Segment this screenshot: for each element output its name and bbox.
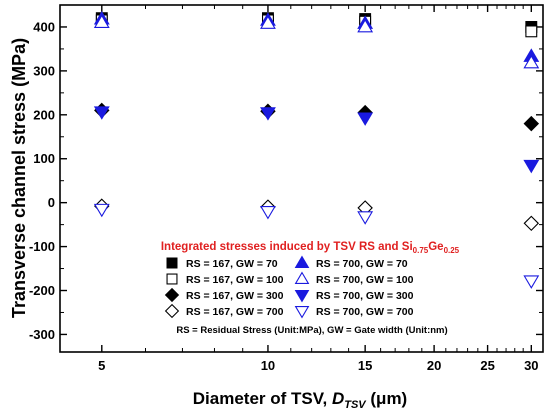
legend-marker-1 <box>166 257 178 269</box>
y-tick-label: 300 <box>33 63 55 78</box>
legend-label-5: RS = 700, GW = 70 <box>316 258 408 270</box>
data-point-series-7 <box>93 106 110 120</box>
y-tick-label: 200 <box>33 107 55 122</box>
data-point-series-7 <box>357 112 374 126</box>
legend-marker-4 <box>164 303 180 319</box>
legend-marker-2 <box>166 273 178 285</box>
data-point-series-6 <box>357 18 374 33</box>
data-point-series-8 <box>523 275 540 289</box>
x-tick-label: 30 <box>524 358 538 373</box>
y-tick-label: -100 <box>29 239 55 254</box>
legend-marker-8 <box>294 305 310 319</box>
legend-label-7: RS = 700, GW = 300 <box>316 290 414 302</box>
data-point-series-7 <box>260 107 276 121</box>
data-point-series-3 <box>523 115 540 132</box>
data-point-series-8 <box>93 203 110 218</box>
x-tick-label: 10 <box>261 358 275 373</box>
x-tick-label: 5 <box>98 358 105 373</box>
legend-marker-5 <box>294 255 310 269</box>
data-point-series-6 <box>523 54 540 69</box>
legend-label-6: RS = 700, GW = 100 <box>316 274 414 286</box>
y-tick-label: 100 <box>33 151 55 166</box>
data-point-series-2 <box>525 25 538 38</box>
y-tick-label: 400 <box>33 19 55 34</box>
data-point-series-8 <box>260 206 276 220</box>
data-point-series-6 <box>93 14 110 28</box>
y-tick-label: 0 <box>48 195 55 210</box>
legend-marker-6 <box>294 271 310 285</box>
annotation-note: RS = Residual Stress (Unit:MPa), GW = Ga… <box>176 325 447 336</box>
data-point-series-7 <box>523 159 540 174</box>
y-tick-label: -200 <box>29 283 55 298</box>
legend-label-3: RS = 167, GW = 300 <box>186 290 284 302</box>
legend-label-1: RS = 167, GW = 70 <box>186 258 278 270</box>
annotation-title: Integrated stresses induced by TSV RS an… <box>161 241 460 255</box>
x-axis-label: Diameter of TSV, DTSV (μm) <box>193 389 407 411</box>
data-point-series-8 <box>357 211 374 225</box>
x-tick-label: 20 <box>427 358 441 373</box>
y-axis-label: Transverse channel stress (MPa) <box>9 38 29 318</box>
legend-marker-7 <box>294 289 310 303</box>
data-point-series-4 <box>523 215 540 232</box>
y-tick-label: -300 <box>29 327 55 342</box>
x-tick-label: 15 <box>358 358 372 373</box>
legend-marker-3 <box>164 287 180 303</box>
legend-label-4: RS = 167, GW = 700 <box>186 306 284 318</box>
legend-label-2: RS = 167, GW = 100 <box>186 274 284 286</box>
x-tick-label: 25 <box>480 358 494 373</box>
data-point-series-6 <box>260 15 276 29</box>
legend-label-8: RS = 700, GW = 700 <box>316 306 414 318</box>
